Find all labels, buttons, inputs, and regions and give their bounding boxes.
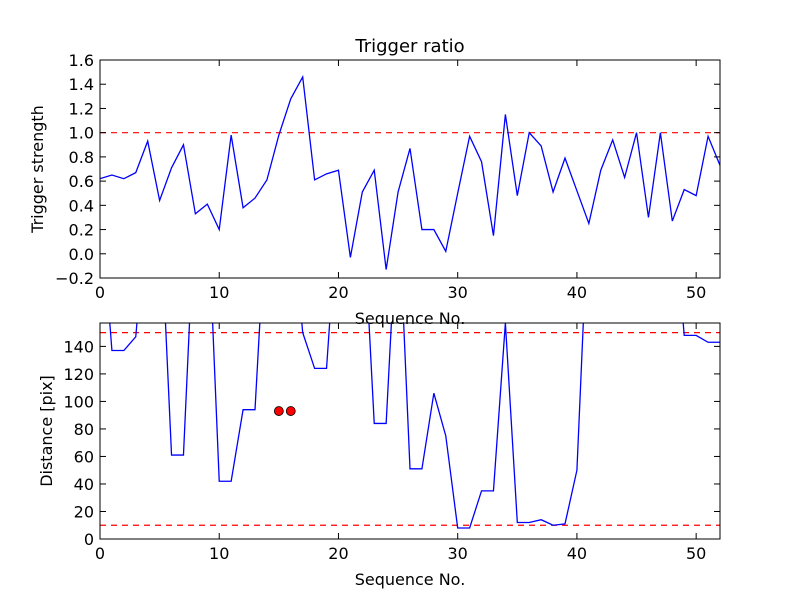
y-tick-label: 1.4 bbox=[69, 75, 94, 94]
x-tick-label: 40 bbox=[567, 544, 587, 563]
x-tick-label: 0 bbox=[95, 283, 105, 302]
x-tick-label: 10 bbox=[209, 544, 229, 563]
y-tick-label: 140 bbox=[63, 337, 94, 356]
x-tick-label: 10 bbox=[209, 283, 229, 302]
plot-trigger-ratio: 0 10 20 30 40 50 −0.2 0.0 0.2 0.4 0.6 0.8 1.0 1.2 1.4 1… bbox=[28, 36, 721, 328]
x-tick-label: 30 bbox=[448, 283, 468, 302]
plot-distance: 0 10 20 30 40 50 0 20 40 60 80 100 120 140 Sequence No… bbox=[37, 322, 721, 589]
series-line bbox=[100, 74, 720, 270]
plot-content bbox=[100, 323, 720, 529]
plot-content bbox=[100, 74, 720, 270]
y-tick-label: 20 bbox=[74, 502, 94, 521]
y-axis-label: Distance [pix] bbox=[37, 375, 56, 487]
y-tick-label: 0.6 bbox=[69, 172, 94, 191]
y-tick-label: 100 bbox=[63, 392, 94, 411]
y-tick-label: 1.6 bbox=[69, 51, 94, 70]
y-tick-label: 0 bbox=[84, 530, 94, 549]
y-tick-label: 1.0 bbox=[69, 124, 94, 143]
y-tick-label: 40 bbox=[74, 475, 94, 494]
x-tick-label: 50 bbox=[686, 283, 706, 302]
data-point bbox=[285, 406, 296, 416]
y-tick-label: −0.2 bbox=[55, 269, 94, 288]
y-tick-label: 0.4 bbox=[69, 196, 94, 215]
y-tick-label: 60 bbox=[74, 447, 94, 466]
y-tick-label: 1.2 bbox=[69, 99, 94, 118]
plot-frame bbox=[99, 59, 721, 279]
y-tick-label: 0.8 bbox=[69, 148, 94, 167]
data-point bbox=[273, 406, 284, 416]
y-tick-label: 0.2 bbox=[69, 221, 94, 240]
x-tick-label: 40 bbox=[567, 283, 587, 302]
x-axis-label: Sequence No. bbox=[355, 309, 466, 328]
y-tick-label: 0.0 bbox=[69, 245, 94, 264]
x-tick-label: 20 bbox=[328, 544, 348, 563]
y-axis-label: Trigger strength bbox=[28, 105, 47, 234]
plot-frame bbox=[99, 322, 721, 540]
x-tick-label: 0 bbox=[95, 544, 105, 563]
y-tick-label: 80 bbox=[74, 420, 94, 439]
x-tick-label: 50 bbox=[686, 544, 706, 563]
chart-title: Trigger ratio bbox=[354, 36, 464, 57]
x-axis-label: Sequence No. bbox=[355, 570, 466, 589]
y-tick-label: 120 bbox=[63, 365, 94, 384]
x-tick-label: 20 bbox=[328, 283, 348, 302]
series-line bbox=[109, 323, 720, 529]
x-tick-label: 30 bbox=[448, 544, 468, 563]
